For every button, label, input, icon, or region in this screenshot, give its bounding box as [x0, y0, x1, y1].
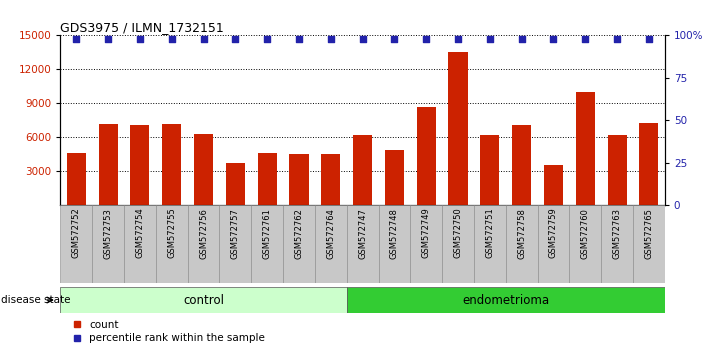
Bar — [639, 122, 658, 205]
Point — [262, 36, 273, 42]
Text: GSM572757: GSM572757 — [231, 208, 240, 258]
Legend: count, percentile rank within the sample: count, percentile rank within the sample — [73, 320, 265, 343]
Point — [516, 36, 528, 42]
Bar — [417, 107, 436, 205]
Bar — [378, 205, 410, 283]
Point — [134, 36, 146, 42]
Text: GSM572760: GSM572760 — [581, 208, 589, 258]
Point — [643, 36, 655, 42]
Bar — [410, 205, 442, 283]
Text: GSM572751: GSM572751 — [486, 208, 494, 258]
Text: control: control — [183, 293, 224, 307]
Text: disease state: disease state — [1, 295, 70, 305]
Text: GSM572759: GSM572759 — [549, 208, 558, 258]
Bar — [257, 153, 277, 205]
Bar — [60, 205, 92, 283]
Bar — [67, 153, 86, 205]
Bar — [449, 52, 468, 205]
Bar — [124, 205, 156, 283]
Bar — [633, 205, 665, 283]
Bar — [602, 205, 633, 283]
Text: GSM572755: GSM572755 — [167, 208, 176, 258]
Point — [484, 36, 496, 42]
Text: GSM572748: GSM572748 — [390, 208, 399, 258]
Bar — [315, 205, 347, 283]
Bar — [538, 205, 570, 283]
Point — [452, 36, 464, 42]
Point — [102, 36, 114, 42]
Bar — [194, 134, 213, 205]
Bar — [474, 205, 506, 283]
Point — [166, 36, 178, 42]
Point — [389, 36, 400, 42]
Bar — [220, 205, 251, 283]
Bar — [570, 205, 602, 283]
Point — [547, 36, 559, 42]
Text: GDS3975 / ILMN_1732151: GDS3975 / ILMN_1732151 — [60, 21, 224, 34]
Text: GSM572765: GSM572765 — [644, 208, 653, 258]
Text: GSM572749: GSM572749 — [422, 208, 431, 258]
Text: GSM572756: GSM572756 — [199, 208, 208, 258]
Bar — [481, 135, 499, 205]
Bar — [162, 124, 181, 205]
Text: GSM572747: GSM572747 — [358, 208, 367, 258]
Text: GSM572753: GSM572753 — [104, 208, 112, 258]
Point — [325, 36, 336, 42]
Point — [70, 36, 82, 42]
Bar — [188, 205, 220, 283]
Text: GSM572761: GSM572761 — [262, 208, 272, 258]
Bar — [347, 205, 378, 283]
Bar — [385, 150, 404, 205]
Bar — [92, 205, 124, 283]
Bar — [283, 205, 315, 283]
Bar — [289, 154, 309, 205]
Text: GSM572750: GSM572750 — [454, 208, 463, 258]
Text: endometrioma: endometrioma — [462, 293, 550, 307]
Bar — [442, 205, 474, 283]
Bar — [321, 154, 341, 205]
Bar — [353, 135, 372, 205]
Text: GSM572762: GSM572762 — [294, 208, 304, 258]
Bar — [226, 164, 245, 205]
Text: GSM572754: GSM572754 — [136, 208, 144, 258]
Point — [230, 36, 241, 42]
Bar — [512, 125, 531, 205]
Text: GSM572764: GSM572764 — [326, 208, 336, 258]
Bar — [99, 124, 118, 205]
Bar — [156, 205, 188, 283]
Point — [579, 36, 591, 42]
Bar — [60, 287, 347, 313]
Point — [294, 36, 305, 42]
Text: GSM572752: GSM572752 — [72, 208, 81, 258]
Point — [420, 36, 432, 42]
Bar — [130, 125, 149, 205]
Point — [357, 36, 368, 42]
Bar — [607, 135, 626, 205]
Text: GSM572758: GSM572758 — [517, 208, 526, 258]
Bar — [347, 287, 665, 313]
Point — [198, 36, 209, 42]
Bar — [506, 205, 538, 283]
Point — [611, 36, 623, 42]
Bar — [576, 92, 595, 205]
Text: GSM572763: GSM572763 — [613, 208, 621, 259]
Bar — [544, 165, 563, 205]
Bar — [251, 205, 283, 283]
